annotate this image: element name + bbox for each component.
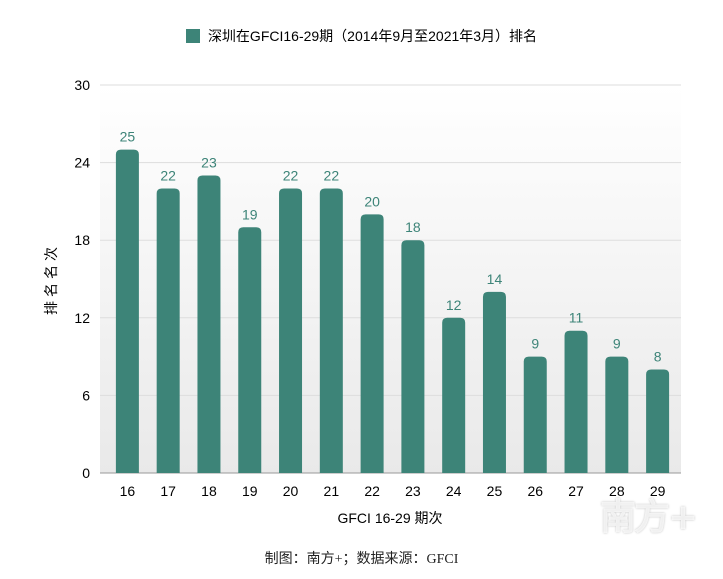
bar-value-label: 11 (569, 310, 584, 326)
y-tick-label: 0 (82, 465, 90, 481)
bar-value-label: 12 (446, 297, 462, 313)
bar (115, 149, 139, 473)
bar (156, 188, 180, 473)
bar-value-label: 22 (160, 167, 176, 183)
legend-swatch (185, 29, 200, 43)
bar (197, 175, 221, 474)
bar (279, 188, 303, 473)
legend-label: 深圳在GFCI16-29期（2014年9月至2021年3月）排名 (207, 28, 538, 44)
y-tick-label: 24 (74, 155, 90, 171)
x-tick-label: 27 (568, 483, 584, 499)
bar (605, 356, 629, 473)
bar-value-label: 19 (242, 206, 258, 222)
bar (360, 214, 384, 474)
bar (401, 240, 425, 473)
plot-area (100, 85, 681, 473)
bar-value-label: 20 (364, 193, 380, 209)
x-tick-label: 19 (242, 483, 258, 499)
bar-value-label: 18 (405, 219, 421, 235)
chart-legend: 深圳在GFCI16-29期（2014年9月至2021年3月）排名 (0, 26, 723, 46)
bar (482, 291, 506, 473)
watermark-logo: 南方+ (600, 497, 698, 538)
bars: 25 22 23 19 22 22 20 18 12 14 9 11 9 8 (115, 129, 670, 474)
x-tick-label: 18 (201, 483, 217, 499)
x-tick-label: 29 (650, 483, 666, 499)
x-tick-label: 17 (160, 483, 176, 499)
y-tick-label: 18 (74, 232, 90, 248)
credit-text: 制图：南方+；数据来源：GFCI (264, 552, 459, 567)
bar-value-label: 9 (613, 336, 621, 352)
y-axis-label: 排名名次 (43, 243, 59, 315)
x-tick-label: 24 (446, 483, 462, 499)
bar-value-label: 14 (487, 271, 503, 287)
y-tick-label: 12 (74, 310, 90, 326)
x-tick-label: 26 (527, 483, 543, 499)
x-tick-label: 21 (324, 483, 340, 499)
bar-value-label: 22 (283, 167, 299, 183)
bar-value-label: 8 (654, 349, 662, 365)
bar (319, 188, 343, 473)
bar-value-label: 9 (531, 336, 539, 352)
y-tick-label: 6 (82, 387, 90, 403)
bar-value-label: 25 (120, 129, 136, 145)
bar-value-label: 23 (201, 155, 217, 171)
x-tick-label: 25 (487, 483, 503, 499)
x-tick-label: 16 (120, 483, 136, 499)
x-axis-label: GFCI 16-29 期次 (337, 510, 442, 526)
bar-value-label: 22 (324, 167, 340, 183)
bar (238, 227, 262, 473)
x-tick-label: 28 (609, 483, 625, 499)
y-axis-ticks: 0 6 12 18 24 30 (74, 77, 90, 481)
bar (442, 317, 466, 473)
x-tick-label: 20 (283, 483, 299, 499)
bar (523, 356, 547, 473)
y-tick-label: 30 (74, 77, 90, 93)
bar (646, 369, 670, 473)
x-tick-label: 22 (364, 483, 380, 499)
bar (564, 330, 588, 473)
x-axis-ticks: 16 17 18 19 20 21 22 23 24 25 26 27 28 29 (120, 483, 666, 499)
x-tick-label: 23 (405, 483, 421, 499)
